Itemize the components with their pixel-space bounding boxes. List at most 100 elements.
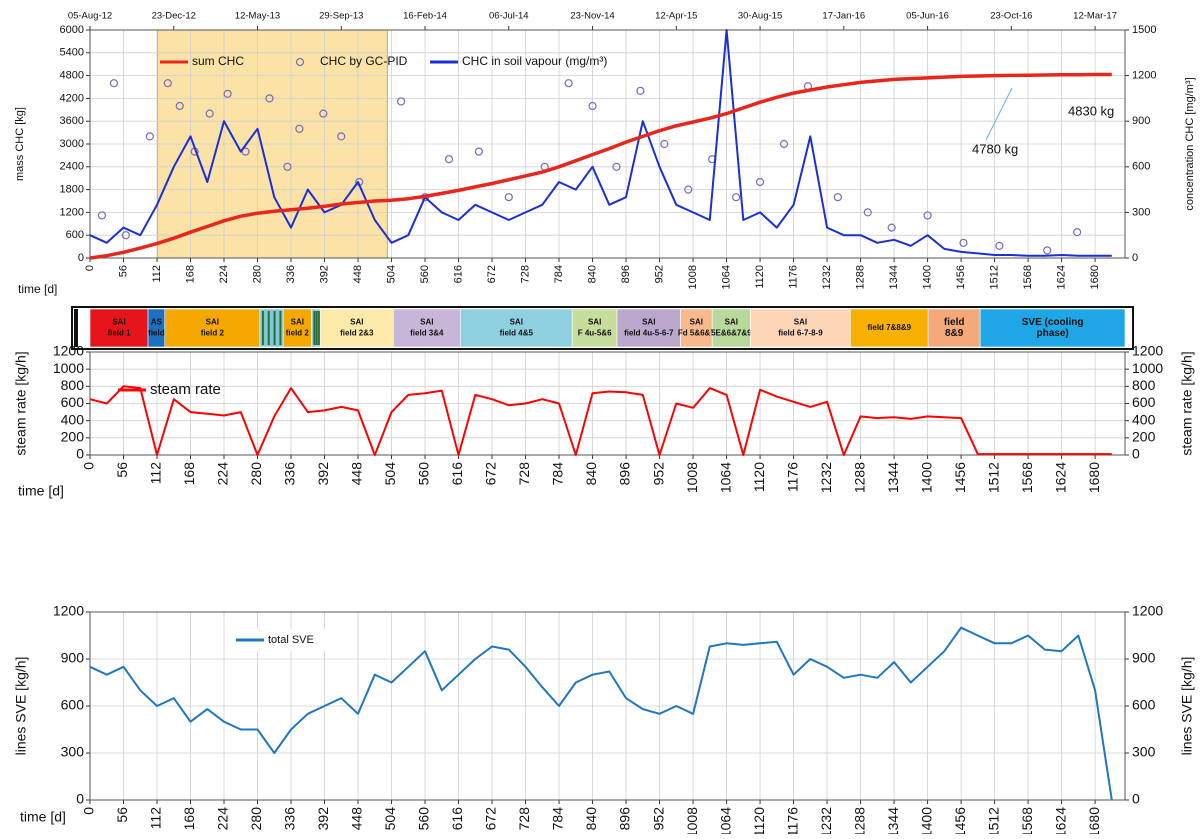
y2-tick-label: 200 <box>1132 429 1156 445</box>
x2-tick-label: 23-Oct-16 <box>990 11 1032 22</box>
x-tick-label: 1568 <box>1019 462 1035 493</box>
phase-label: field 2 <box>201 329 225 338</box>
x-tick-label: 224 <box>215 462 231 486</box>
x-tick-label: 0 <box>84 265 96 271</box>
x-tick-label: 1512 <box>988 265 1000 289</box>
phase-label: field 2 <box>286 329 310 338</box>
phase <box>164 308 261 348</box>
y-axis-label: steam rate [kg/h] <box>13 351 29 455</box>
x-tick-label: 1176 <box>784 462 800 492</box>
x-tick-label: 504 <box>385 265 397 283</box>
annotation-leader <box>985 87 1013 141</box>
x-tick-label: 168 <box>181 462 197 486</box>
x-tick-label: 1288 <box>851 462 867 493</box>
x-tick-label: 504 <box>382 462 398 486</box>
y-tick-label: 1800 <box>60 184 84 196</box>
x-tick-label: 448 <box>349 462 365 486</box>
y-tick-label: 200 <box>61 429 85 445</box>
data-point <box>755 177 765 187</box>
x-tick-label: 1064 <box>717 807 733 834</box>
x-tick-label: 672 <box>486 265 498 283</box>
x-tick-label: 56 <box>114 807 130 823</box>
x-tick-label: 896 <box>617 462 633 486</box>
y-tick-label: 1200 <box>53 343 84 359</box>
x-tick-label: 504 <box>382 807 398 831</box>
x-tick-label: 560 <box>416 462 432 486</box>
x-tick-label: 1624 <box>1052 462 1068 493</box>
y2-tick-label: 900 <box>1132 115 1150 127</box>
y-tick-label: 800 <box>61 377 85 393</box>
y-tick-label: 300 <box>61 744 85 760</box>
x-tick-label: 336 <box>285 265 297 283</box>
data-point <box>564 79 573 88</box>
x-tick-label: 1232 <box>818 462 834 493</box>
x2-tick-label: 05-Jun-16 <box>906 11 949 22</box>
x-tick-label: 112 <box>151 265 163 283</box>
x-tick-label: 1344 <box>888 265 900 289</box>
x-tick-label: 0 <box>81 807 97 815</box>
x-tick-label: 840 <box>583 807 599 831</box>
phase-label: 8&9 <box>945 328 964 339</box>
x2-tick-label: 23-Nov-14 <box>570 11 614 22</box>
x2-tick-label: 16-Feb-14 <box>403 11 447 22</box>
y2-tick-label: 300 <box>1132 744 1156 760</box>
phase-label: AS <box>151 318 163 327</box>
x-tick-label: 728 <box>519 265 531 283</box>
phase <box>711 308 751 348</box>
y-tick-label: 1200 <box>53 603 84 619</box>
phase-label: field 1 <box>107 329 131 338</box>
data-point <box>319 109 328 118</box>
x-tick-label: 616 <box>449 807 465 831</box>
x-tick-label: 448 <box>349 807 365 831</box>
y-tick-label: 5400 <box>60 47 84 59</box>
x-tick-label: 1568 <box>1022 265 1034 289</box>
y-tick-label: 3000 <box>60 138 84 150</box>
x-tick-label: 1120 <box>751 462 767 492</box>
x-tick-label: 1008 <box>684 807 700 834</box>
legend-label: total SVE <box>268 634 314 646</box>
phase-label: SAI <box>690 318 703 327</box>
y2-tick-label: 0 <box>1132 252 1138 264</box>
y-tick-label: 900 <box>61 650 85 666</box>
y-axis-label: mass CHC [kg] <box>14 107 26 181</box>
data-point <box>959 238 968 247</box>
x-tick-label: 952 <box>650 807 666 831</box>
x-tick-label: 112 <box>148 807 164 830</box>
data-point <box>121 231 130 240</box>
x-tick-label: 728 <box>516 807 532 831</box>
x-tick-label: 1008 <box>687 265 699 289</box>
x-tick-label: 1456 <box>952 462 968 493</box>
data-point <box>444 155 454 164</box>
y-tick-label: 0 <box>78 252 84 264</box>
x2-tick-label: 05-Aug-12 <box>68 11 112 22</box>
x-tick-label: 952 <box>650 462 666 486</box>
data-point <box>163 79 172 88</box>
data-point <box>223 89 232 98</box>
x-axis-label: time [d] <box>18 483 64 499</box>
y-tick-label: 600 <box>61 394 85 410</box>
data-line <box>89 385 1112 456</box>
phase-label: field 2&3 <box>340 329 374 338</box>
data-point <box>833 193 842 202</box>
y2-tick-label: 1200 <box>1132 603 1163 619</box>
x-tick-label: 560 <box>419 265 431 283</box>
x-tick-label: 448 <box>352 265 364 283</box>
x-tick-label: 1624 <box>1052 807 1068 834</box>
legend-label: CHC by GC-PID <box>320 54 408 68</box>
x-tick-label: 1680 <box>1089 265 1101 289</box>
x-tick-label: 952 <box>653 265 665 283</box>
phase <box>927 308 981 348</box>
phase <box>460 308 573 348</box>
legend-symbol <box>295 57 305 67</box>
data-point <box>396 97 406 106</box>
y-tick-label: 600 <box>61 697 85 713</box>
x-tick-label: 1568 <box>1019 807 1035 834</box>
phase-label: SAI <box>350 318 363 327</box>
x2-tick-label: 17-Jan-16 <box>822 11 865 22</box>
data-point <box>588 101 597 111</box>
phase-label: field <box>148 329 165 338</box>
x-tick-label: 392 <box>315 807 331 831</box>
y2-tick-label: 1200 <box>1132 70 1156 82</box>
phase <box>979 308 1126 348</box>
